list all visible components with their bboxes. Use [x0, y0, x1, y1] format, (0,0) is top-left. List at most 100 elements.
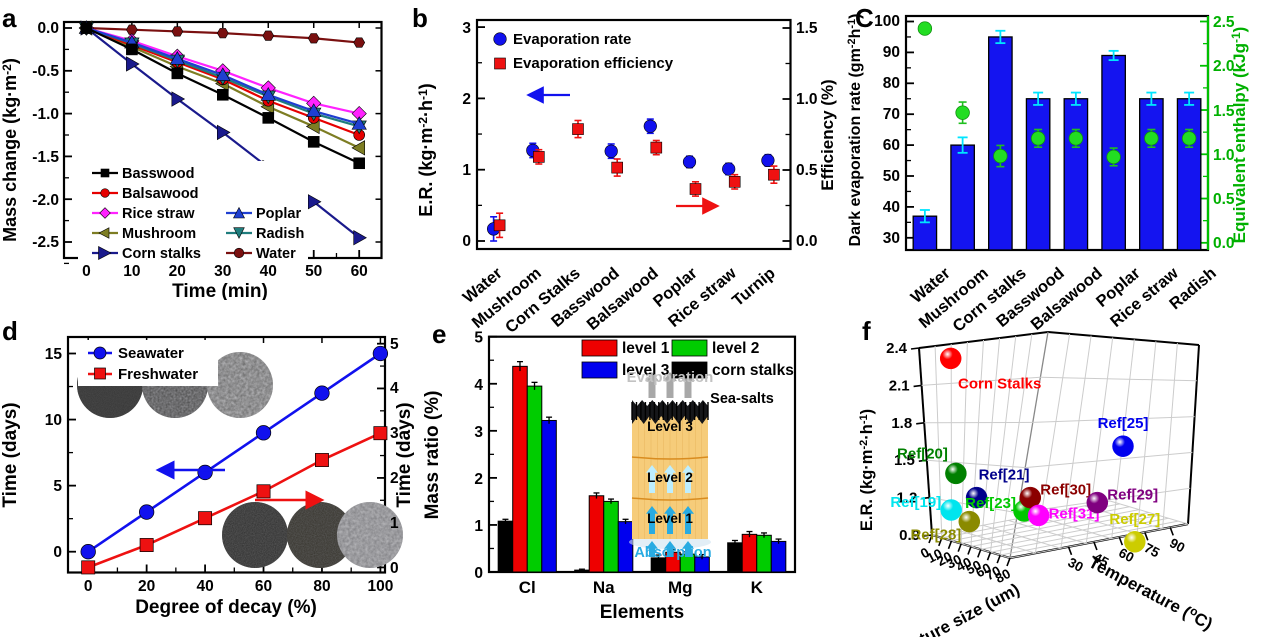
- svg-text:E.R. (kg·m-2·h-1): E.R. (kg·m-2·h-1): [858, 409, 876, 531]
- svg-text:0: 0: [53, 544, 62, 561]
- svg-text:-0.5: -0.5: [32, 63, 59, 80]
- svg-text:d: d: [2, 316, 18, 346]
- svg-text:Evaporation: Evaporation: [627, 369, 714, 386]
- svg-text:Mushroom: Mushroom: [122, 226, 196, 242]
- svg-text:Level 3: Level 3: [647, 419, 693, 434]
- svg-text:Ref[20]: Ref[20]: [897, 445, 948, 462]
- svg-text:corn stalks: corn stalks: [712, 362, 794, 379]
- svg-text:Sea-salts: Sea-salts: [710, 391, 774, 407]
- svg-text:1: 1: [390, 515, 399, 532]
- svg-text:Freshwater: Freshwater: [118, 366, 198, 383]
- svg-text:60: 60: [883, 137, 900, 154]
- svg-text:Seawater: Seawater: [118, 345, 184, 362]
- svg-text:1: 1: [462, 162, 471, 179]
- svg-text:70: 70: [883, 106, 900, 123]
- svg-text:Ref[29]: Ref[29]: [1107, 487, 1158, 504]
- svg-text:E.R. (kg·m-2·h-1): E.R. (kg·m-2·h-1): [416, 83, 436, 216]
- svg-text:Radish: Radish: [256, 226, 304, 242]
- svg-text:40: 40: [260, 263, 277, 280]
- svg-text:2: 2: [462, 91, 471, 108]
- svg-text:4: 4: [390, 380, 399, 397]
- svg-text:20: 20: [138, 578, 155, 595]
- svg-text:60: 60: [255, 578, 272, 595]
- svg-text:Ref[23]: Ref[23]: [965, 495, 1016, 512]
- svg-text:a: a: [2, 3, 17, 33]
- svg-text:10: 10: [123, 263, 140, 280]
- svg-text:0: 0: [82, 263, 91, 280]
- svg-text:0: 0: [390, 560, 399, 577]
- svg-text:-2.0: -2.0: [32, 192, 59, 209]
- svg-text:90: 90: [1167, 535, 1187, 555]
- svg-text:Ref[27]: Ref[27]: [1109, 511, 1160, 528]
- svg-text:Basswood: Basswood: [122, 166, 195, 182]
- svg-text:5: 5: [53, 478, 62, 495]
- svg-text:Equivalent enthalpy (kJg-1): Equivalent enthalpy (kJg-1): [1229, 27, 1249, 244]
- svg-text:0: 0: [84, 578, 93, 595]
- svg-text:1.8: 1.8: [891, 415, 912, 432]
- svg-text:60: 60: [351, 263, 368, 280]
- svg-text:Poplar: Poplar: [256, 206, 301, 222]
- svg-text:10: 10: [45, 412, 62, 429]
- svg-text:80: 80: [313, 578, 330, 595]
- svg-text:-1.0: -1.0: [32, 106, 59, 123]
- svg-text:100: 100: [874, 13, 900, 30]
- svg-text:1: 1: [474, 518, 483, 535]
- svg-text:0.0: 0.0: [796, 233, 818, 250]
- svg-text:Time (days): Time (days): [394, 402, 415, 507]
- svg-text:level 1: level 1: [622, 340, 670, 357]
- svg-text:0.5: 0.5: [796, 162, 818, 179]
- svg-text:Temperature (oC): Temperature (oC): [1085, 551, 1216, 634]
- svg-text:Absorption: Absorption: [634, 545, 711, 561]
- svg-text:0.0: 0.0: [37, 20, 59, 37]
- svg-text:Evaporation efficiency: Evaporation efficiency: [513, 55, 674, 72]
- svg-text:20: 20: [169, 263, 186, 280]
- svg-text:Level 1: Level 1: [647, 511, 693, 526]
- svg-text:Aperture size (um): Aperture size (um): [882, 580, 1023, 637]
- svg-text:Ref[30]: Ref[30]: [1040, 482, 1091, 499]
- svg-text:30: 30: [214, 263, 231, 280]
- svg-text:80: 80: [883, 75, 900, 92]
- svg-text:Time (days): Time (days): [0, 402, 21, 507]
- svg-text:90: 90: [883, 44, 900, 61]
- svg-text:15: 15: [45, 346, 63, 363]
- svg-text:50: 50: [883, 168, 900, 185]
- svg-text:Dark evaporation rate (gm-2h-1: Dark evaporation rate (gm-2h-1): [846, 14, 864, 247]
- svg-text:30: 30: [1065, 555, 1085, 575]
- svg-text:3: 3: [474, 424, 483, 441]
- svg-text:Water: Water: [256, 246, 296, 262]
- svg-text:1.0: 1.0: [796, 91, 818, 108]
- svg-text:Ref[19]: Ref[19]: [890, 494, 941, 511]
- svg-text:level 2: level 2: [712, 340, 759, 357]
- svg-text:Elements: Elements: [600, 602, 684, 623]
- svg-text:50: 50: [305, 263, 322, 280]
- svg-text:b: b: [412, 3, 428, 33]
- svg-text:Na: Na: [593, 578, 615, 597]
- svg-text:30: 30: [883, 230, 900, 247]
- svg-text:-1.5: -1.5: [32, 149, 59, 166]
- svg-text:Efficiency (%): Efficiency (%): [818, 79, 837, 190]
- svg-text:Mass ratio (%): Mass ratio (%): [422, 391, 443, 520]
- svg-text:2.4: 2.4: [886, 340, 908, 357]
- svg-text:K: K: [751, 578, 764, 597]
- svg-text:Ref[25]: Ref[25]: [1098, 415, 1149, 432]
- svg-text:4: 4: [474, 377, 483, 394]
- svg-text:2: 2: [474, 471, 483, 488]
- svg-text:Corn stalks: Corn stalks: [122, 246, 201, 262]
- svg-text:Balsawood: Balsawood: [122, 186, 199, 202]
- svg-text:Mg: Mg: [668, 578, 693, 597]
- svg-text:Ref[21]: Ref[21]: [979, 467, 1030, 484]
- svg-text:1.5: 1.5: [796, 20, 818, 37]
- svg-text:0: 0: [474, 565, 483, 582]
- svg-text:Corn Stalks: Corn Stalks: [958, 375, 1041, 392]
- svg-text:5: 5: [390, 336, 399, 353]
- svg-text:2.1: 2.1: [889, 377, 910, 394]
- svg-text:-2.5: -2.5: [32, 234, 59, 251]
- svg-text:Time (min): Time (min): [172, 281, 268, 300]
- svg-text:40: 40: [883, 199, 900, 216]
- svg-text:100: 100: [367, 578, 393, 595]
- svg-text:3: 3: [462, 20, 471, 37]
- svg-text:Evaporation rate: Evaporation rate: [513, 31, 631, 48]
- svg-text:Rice straw: Rice straw: [122, 206, 195, 222]
- svg-text:Cl: Cl: [519, 578, 536, 597]
- svg-text:Degree of decay (%): Degree of decay (%): [135, 597, 317, 618]
